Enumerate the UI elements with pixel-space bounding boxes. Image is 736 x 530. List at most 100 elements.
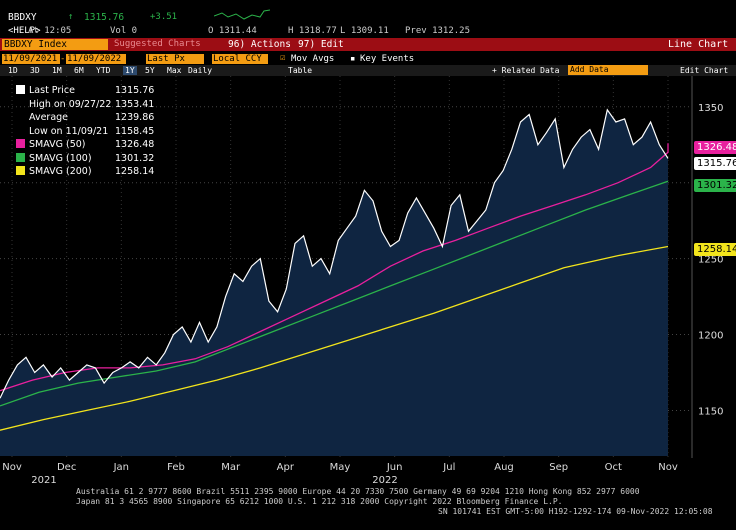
toolbar: 1D 3D 1M 6M YTD 1Y 5Y Max Daily Table + Related… xyxy=(0,65,736,76)
sma50-tag: 1326.48 xyxy=(694,141,736,154)
last-price-line xyxy=(0,108,669,399)
legend-row: Average 1239.86 xyxy=(16,112,154,123)
legend-swatch xyxy=(16,126,25,135)
x-tick-label: Jan xyxy=(113,462,129,473)
legend-value: 1239.86 xyxy=(115,112,155,123)
legend-row: High on 09/27/22 1353.41 xyxy=(16,99,154,110)
change: +3.51 xyxy=(150,12,178,22)
prev: Prev 1312.25 xyxy=(405,26,471,36)
legend-label: Average xyxy=(29,112,69,123)
legend-label: High on 09/27/22 xyxy=(29,98,112,110)
legend-swatch xyxy=(16,152,25,162)
x-tick-label: Aug xyxy=(494,462,514,473)
high: H 1318.77 xyxy=(288,26,337,36)
x-tick-label: Jun xyxy=(386,462,403,473)
mov-avgs-checkbox[interactable]: ☑ xyxy=(280,53,286,63)
legend-value: 1315.76 xyxy=(115,85,155,96)
legend-row: SMAVG (200) 1258.14 xyxy=(16,166,154,177)
x-tick-label: Feb xyxy=(167,462,185,473)
up-arrow-icon: ↑ xyxy=(68,12,74,22)
sma50-line xyxy=(0,143,669,392)
price-field[interactable]: Last Px xyxy=(146,54,204,64)
index-label[interactable]: BBDXY Index xyxy=(2,39,108,50)
legend-value: 1301.32 xyxy=(115,152,155,164)
x-ticks: Nov Dec Jan Feb Mar Apr May Jun Jul Aug Sep Oct Nov 2… xyxy=(2,462,678,484)
last-price-tag: 1315.76 xyxy=(694,157,736,170)
legend-label: Last Price xyxy=(29,85,75,96)
volume: Vol 0 xyxy=(110,26,138,36)
legend-row: SMAVG (100) 1301.32 xyxy=(16,152,155,164)
legend-value: 1158.45 xyxy=(115,125,155,137)
year-label: 2021 xyxy=(31,475,56,484)
key-events-label: Key Events xyxy=(360,54,415,64)
sma200-line xyxy=(0,245,669,431)
fn-key: <HELP> xyxy=(8,26,41,36)
legend-value: 1353.41 xyxy=(115,98,155,110)
actions-menu[interactable]: 96) Actions xyxy=(228,39,291,50)
start-date[interactable]: 11/09/2021 xyxy=(2,54,60,64)
legend-value: 1258.14 xyxy=(115,166,155,177)
edit-menu[interactable]: 97) Edit xyxy=(298,39,344,50)
footer-line3: SN 101741 EST GMT-5:00 H192-1292-174 09-… xyxy=(438,507,713,516)
period-1m[interactable]: 1M xyxy=(52,66,62,75)
range-bar: 11/09/2021 - 11/09/2022 Last Px Local CC… xyxy=(0,53,736,65)
period-3d[interactable]: 3D xyxy=(30,66,40,75)
period-1d[interactable]: 1D xyxy=(8,66,18,75)
legend-row: SMAVG (50) 1326.48 xyxy=(16,139,154,150)
legend-row: Low on 11/09/21 1158.45 xyxy=(16,126,154,137)
period-max[interactable]: Max xyxy=(167,66,182,75)
mov-avgs-label: Mov Avgs xyxy=(291,54,335,64)
x-tick-label: May xyxy=(330,462,351,473)
y-tick-label: 1250 xyxy=(698,255,723,266)
legend-swatch xyxy=(16,166,25,175)
period-5y[interactable]: 5Y xyxy=(145,66,155,75)
x-tick-label: Oct xyxy=(605,462,622,473)
y-tick-label: 1150 xyxy=(698,406,723,417)
currency-field[interactable]: Local CCY xyxy=(212,54,268,64)
suggested-charts[interactable]: Suggested Charts xyxy=(114,39,201,49)
last-price: 1315.76 xyxy=(84,12,125,23)
legend-label: SMAVG (50) xyxy=(29,139,86,150)
y-tick-label: 1350 xyxy=(698,103,723,114)
quote-header: BBDXY ↑ 1315.76 +3.51 <HELP> At 12:05 Vo… xyxy=(0,0,736,38)
legend-row: Last Price 1315.76 xyxy=(16,85,154,96)
legend-label: SMAVG (200) xyxy=(29,166,92,177)
key-events-checkbox[interactable]: ▪ xyxy=(350,54,356,64)
low: L 1309.11 xyxy=(340,26,389,36)
period-6m[interactable]: 6M xyxy=(74,66,84,75)
legend-swatch xyxy=(16,139,25,148)
legend-label: SMAVG (100) xyxy=(29,152,92,164)
x-tick-label: Nov xyxy=(658,462,678,473)
x-tick-label: Mar xyxy=(221,462,241,473)
x-tick-label: Dec xyxy=(57,462,76,473)
legend-swatch xyxy=(16,112,25,121)
sparkline xyxy=(214,9,270,20)
open: O 1311.44 xyxy=(208,26,257,36)
ticker: BBDXY xyxy=(8,12,37,23)
footer-line1: Australia 61 2 9777 8600 Brazil 5511 239… xyxy=(76,487,640,496)
legend-swatch xyxy=(16,85,25,94)
y-tick-label: 1200 xyxy=(698,331,723,342)
related-data-button[interactable]: + Related Data xyxy=(492,66,560,75)
footer-line2: Japan 81 3 4565 8900 Singapore 65 6212 1… xyxy=(76,497,563,506)
sma100-tag: 1301.32 xyxy=(694,179,736,192)
edit-chart-button[interactable]: Edit Chart xyxy=(680,66,729,75)
command-bar: BBDXY Index Suggested Charts 96) Actions… xyxy=(0,38,736,51)
footer: Australia 61 2 9777 8600 Brazil 5511 239… xyxy=(0,484,736,530)
period-1y[interactable]: 1Y xyxy=(123,66,137,75)
sma100-line xyxy=(0,180,669,407)
legend-label: Low on 11/09/21 xyxy=(29,125,109,137)
period-ytd[interactable]: YTD xyxy=(96,66,111,75)
year-label: 2022 xyxy=(372,475,397,484)
end-date[interactable]: 11/09/2022 xyxy=(66,54,126,64)
x-tick-label: Sep xyxy=(549,462,568,473)
x-tick-label: Apr xyxy=(277,462,295,473)
legend-swatch xyxy=(16,99,25,108)
legend-value: 1326.48 xyxy=(115,139,155,150)
add-data-input[interactable]: Add Data xyxy=(568,65,648,75)
freq-select[interactable]: Daily xyxy=(188,66,213,75)
x-tick-label: Jul xyxy=(442,462,455,473)
chart-area: 11501200125013001350 NovDecJanFebMarAprM… xyxy=(0,76,736,484)
price-area xyxy=(0,109,668,457)
table-button[interactable]: Table xyxy=(288,66,313,75)
